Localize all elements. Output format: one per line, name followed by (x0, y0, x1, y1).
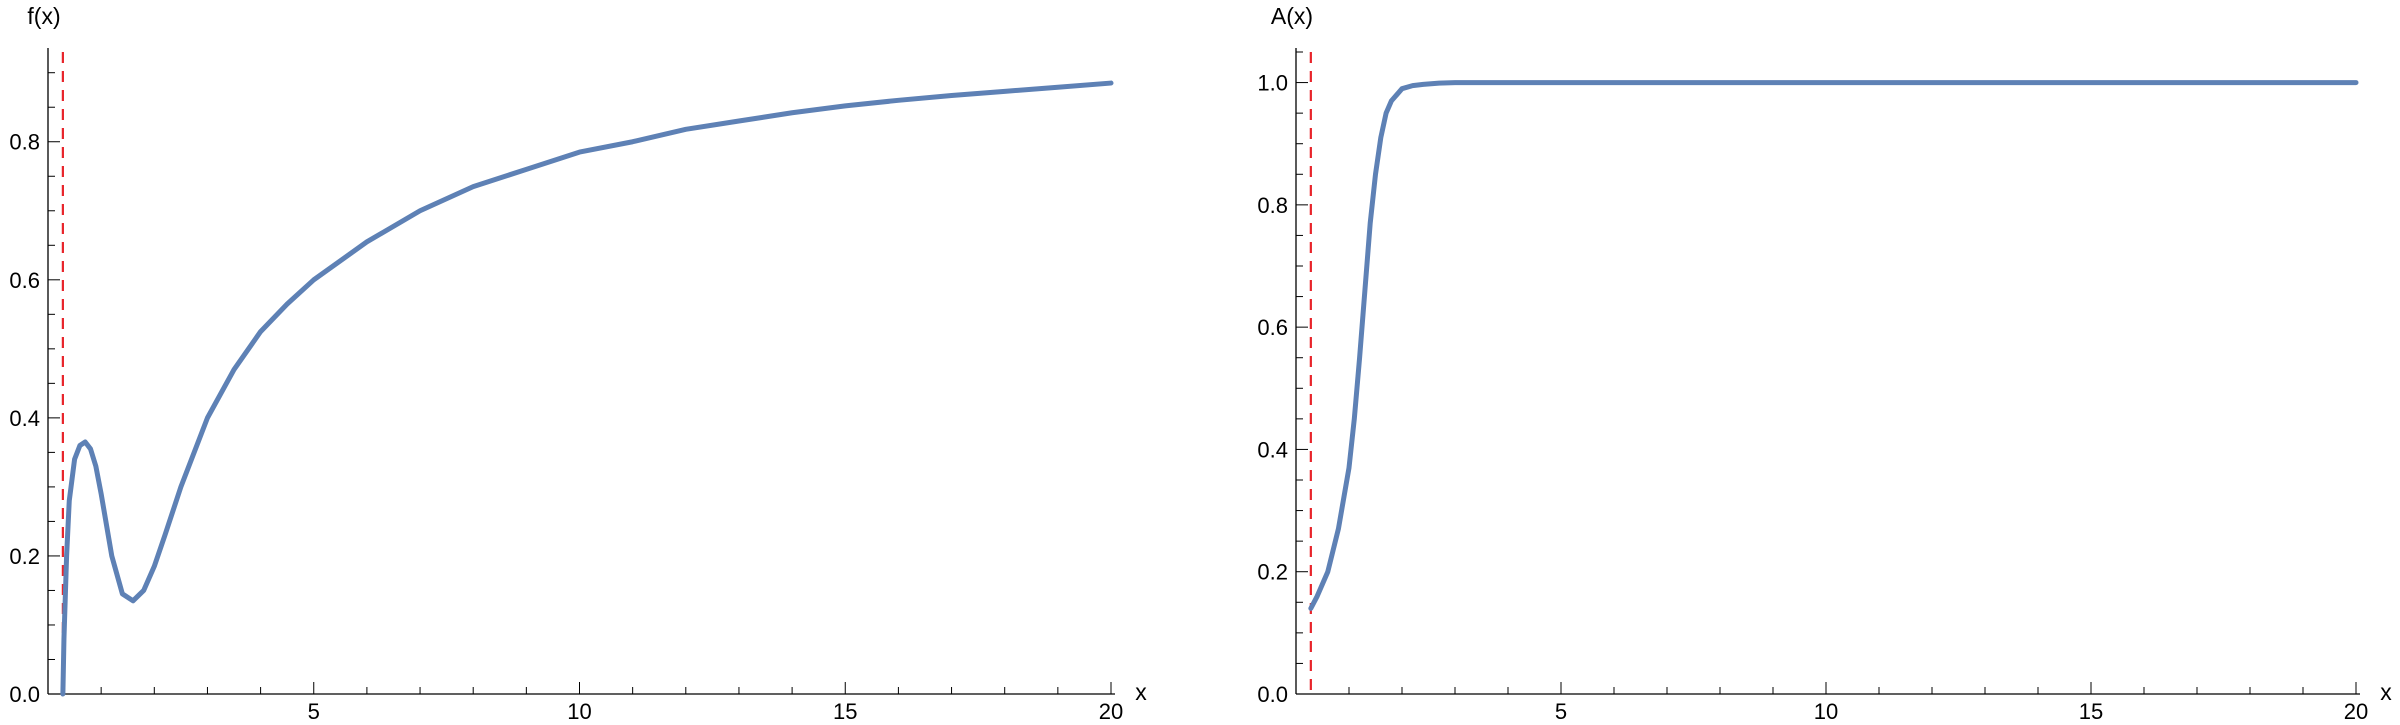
chart-0-y-axis-title: f(x) (27, 3, 60, 29)
chart-1-x-tick-label: 5 (1555, 699, 1567, 724)
chart-1-y-tick-label: 1.0 (1257, 71, 1288, 96)
chart-1-x-tick-label: 10 (1814, 699, 1838, 724)
chart-1-series-line-0 (1308, 80, 2359, 611)
chart-0-x-tick-label: 5 (308, 699, 320, 724)
chart-a-of-x: 5 10 15 20 0.0 0.2 0.4 0.6 0.8 1.0 A(x) x (1257, 3, 2392, 724)
chart-0-series-line-0 (60, 80, 1114, 697)
chart-0-y-tick-label: 0.2 (9, 544, 40, 569)
chart-0-x-tick-label: 10 (567, 699, 591, 724)
chart-0-x-tick-label: 15 (833, 699, 857, 724)
chart-0-y-tick-label: 0.6 (9, 268, 40, 293)
chart-0-x-tick-label: 20 (1099, 699, 1123, 724)
chart-1-y-tick-label: 0.4 (1257, 437, 1288, 462)
chart-1-y-tick-label: 0.8 (1257, 193, 1288, 218)
chart-0-y-tick-label: 0.0 (9, 682, 40, 707)
chart-1-x-tick-label: 15 (2079, 699, 2103, 724)
chart-1-x-axis-title: x (2380, 679, 2392, 705)
chart-0-y-tick-label: 0.4 (9, 406, 40, 431)
chart-1-y-tick-label: 0.0 (1257, 682, 1288, 707)
chart-0-y-tick-label: 0.8 (9, 130, 40, 155)
chart-1-y-tick-label: 0.2 (1257, 560, 1288, 585)
chart-0-x-axis-title: x (1135, 679, 1147, 705)
chart-1-x-tick-label: 20 (2344, 699, 2368, 724)
chart-1-y-tick-label: 0.6 (1257, 315, 1288, 340)
chart-f-of-x: 5 10 15 20 0.0 0.2 0.4 0.6 0.8 f(x) x (9, 3, 1147, 724)
chart-1-y-axis-title: A(x) (1271, 3, 1313, 29)
